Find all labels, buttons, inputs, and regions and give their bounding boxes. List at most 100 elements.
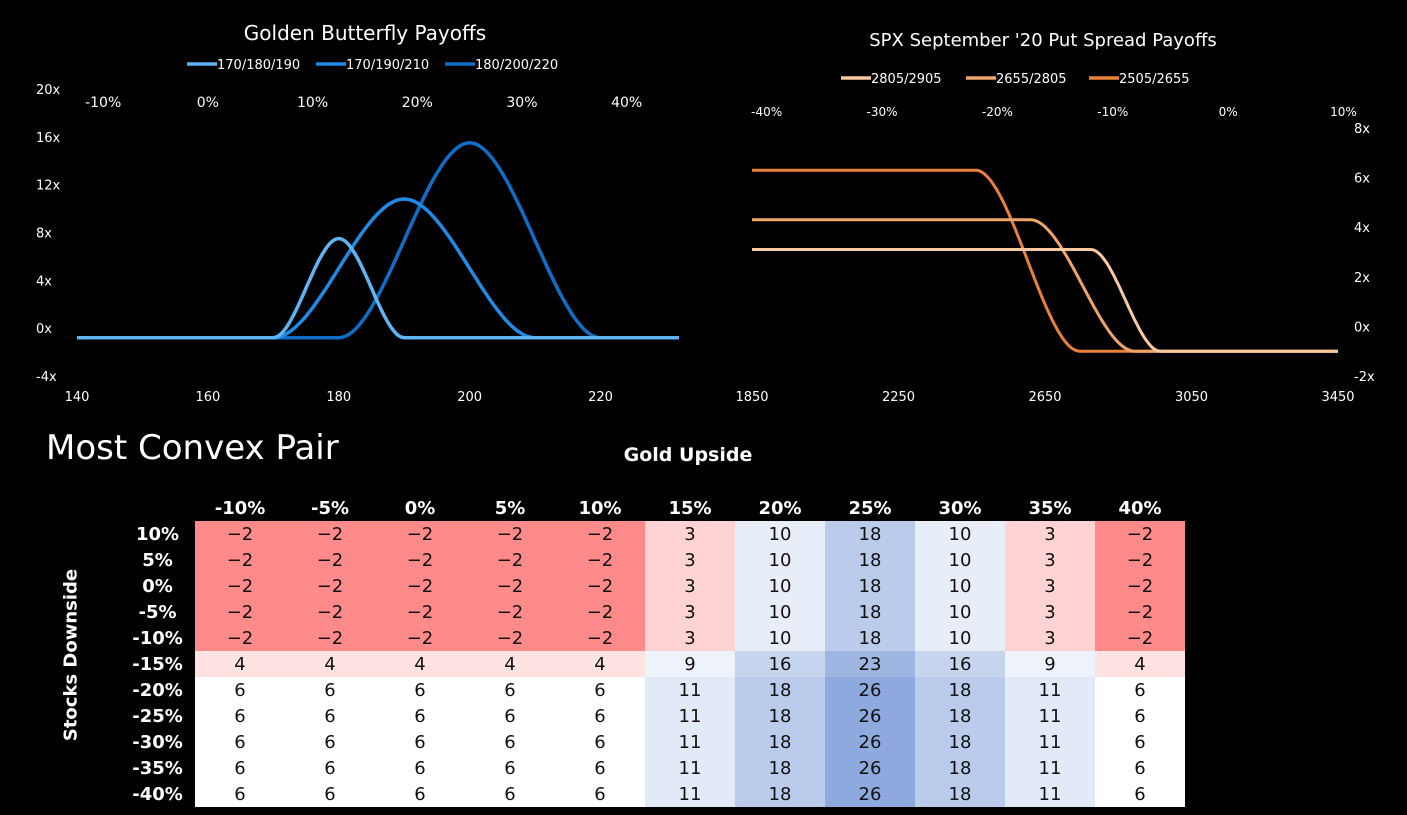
- heatmap-cell: −2: [555, 521, 645, 547]
- heatmap-cell: −2: [195, 547, 285, 573]
- series-line: [752, 248, 1338, 353]
- heatmap-cell: 11: [645, 677, 735, 703]
- top-tick-label: 20%: [402, 95, 433, 111]
- heatmap-cell: 11: [1005, 781, 1095, 807]
- top-tick-label: 10%: [1330, 105, 1357, 119]
- heatmap-cell: 11: [645, 755, 735, 781]
- heatmap-cell: −2: [195, 599, 285, 625]
- heatmap-column-header: 40%: [1118, 498, 1162, 519]
- heatmap-cell: 6: [195, 781, 285, 807]
- heatmap-cell: 26: [825, 677, 915, 703]
- heatmap-cell: 9: [645, 651, 735, 677]
- top-tick-label: 0%: [1219, 105, 1238, 119]
- heatmap-cell: 6: [555, 677, 645, 703]
- heatmap-cell: 6: [195, 677, 285, 703]
- heatmap-cell: 6: [195, 729, 285, 755]
- heatmap-cell: 6: [375, 781, 465, 807]
- heatmap-cell: 3: [1005, 521, 1095, 547]
- heatmap-cell: 6: [465, 781, 555, 807]
- y-tick-label: 12x: [36, 179, 61, 194]
- heatmap-row-header: -30%: [132, 731, 183, 753]
- heatmap-cell: 10: [915, 599, 1005, 625]
- heatmap-cell: 3: [645, 521, 735, 547]
- heatmap-cell: −2: [1095, 547, 1185, 573]
- spx-put-spread-chart: SPX September '20 Put Spread Payoffs 2805…: [735, 30, 1375, 405]
- heatmap-cell: 6: [375, 703, 465, 729]
- heatmap-cell: 18: [825, 521, 915, 547]
- heatmap-cell: −2: [555, 547, 645, 573]
- top-tick-label: -10%: [85, 95, 121, 111]
- heatmap-cell: 6: [285, 677, 375, 703]
- x-tick-label: 220: [588, 390, 613, 405]
- heatmap-cell: 23: [825, 651, 915, 677]
- heatmap-cell: 4: [1095, 651, 1185, 677]
- heatmap-cell: 11: [1005, 677, 1095, 703]
- heatmap-cell: 6: [555, 781, 645, 807]
- heatmap-row-header: 10%: [135, 523, 180, 545]
- heatmap-cell: 4: [195, 651, 285, 677]
- golden-butterfly-chart: Golden Butterfly Payoffs 170/180/190 170/1…: [36, 21, 679, 405]
- heatmap-row: -15% 4 4 4 4 4 9 16 23 16 9 4: [120, 651, 1185, 677]
- heatmap-row-header: -35%: [132, 757, 183, 779]
- heatmap-row-header: -5%: [138, 601, 177, 623]
- series-line: [77, 236, 679, 340]
- x-tick-label: 2650: [1028, 390, 1061, 405]
- heatmap-cell: −2: [195, 573, 285, 599]
- heatmap-row-axis-label: Stocks Downside: [60, 568, 82, 742]
- y-tick-label: 4x: [36, 274, 52, 289]
- heatmap-cell: 18: [735, 703, 825, 729]
- x-tick-label: 3050: [1175, 390, 1208, 405]
- heatmap-row-header: 5%: [142, 549, 173, 571]
- heatmap-cell: 16: [735, 651, 825, 677]
- heatmap-cell: 18: [825, 573, 915, 599]
- heatmap-cell: −2: [1095, 599, 1185, 625]
- heatmap-cell: 4: [375, 651, 465, 677]
- heatmap-cell: 11: [645, 703, 735, 729]
- chart-title: SPX September '20 Put Spread Payoffs: [869, 30, 1216, 51]
- series-line: [752, 168, 1338, 353]
- heatmap-column-header: -5%: [310, 498, 350, 519]
- heatmap-cell: 6: [285, 781, 375, 807]
- heatmap-cell: 10: [735, 547, 825, 573]
- heatmap-cell: −2: [285, 547, 375, 573]
- heatmap-cell: 10: [915, 625, 1005, 651]
- heatmap-cell: −2: [555, 625, 645, 651]
- heatmap-cell: 18: [825, 599, 915, 625]
- heatmap-cell: 6: [375, 729, 465, 755]
- x-tick-label: 140: [65, 390, 90, 405]
- heatmap-cell: 6: [285, 755, 375, 781]
- heatmap-column-axis-label: Gold Upside: [623, 444, 753, 466]
- heatmap-cell: −2: [375, 521, 465, 547]
- heatmap-row-header: -10%: [132, 627, 183, 649]
- heatmap-column-header: 30%: [938, 498, 982, 519]
- x-tick-label: 160: [195, 390, 220, 405]
- heatmap-cell: 6: [555, 703, 645, 729]
- series-line: [752, 218, 1338, 353]
- y-tick-label: 8x: [36, 227, 52, 242]
- y-tick-label: 2x: [1354, 271, 1370, 286]
- heatmap-cell: −2: [465, 573, 555, 599]
- heatmap-cell: −2: [285, 625, 375, 651]
- heatmap-cell: 6: [465, 729, 555, 755]
- heatmap-row-header: -15%: [132, 653, 183, 675]
- heatmap-cell: 6: [465, 703, 555, 729]
- heatmap-cell: −2: [465, 599, 555, 625]
- heatmap-cell: 6: [465, 677, 555, 703]
- heatmap-cell: 18: [915, 703, 1005, 729]
- y-tick-label: 4x: [1354, 221, 1370, 236]
- y-tick-label: 0x: [36, 322, 52, 337]
- heatmap-cell: −2: [555, 573, 645, 599]
- heatmap-cell: −2: [285, 599, 375, 625]
- heatmap-cell: 10: [735, 573, 825, 599]
- heatmap-row: -20% 6 6 6 6 6 11 18 26 18 11 6: [120, 677, 1185, 703]
- top-tick-label: -30%: [867, 105, 898, 119]
- heatmap-column-header: 10%: [578, 498, 622, 519]
- heatmap-cell: 26: [825, 781, 915, 807]
- heatmap-cell: 18: [735, 729, 825, 755]
- heatmap-row: -5% −2 −2 −2 −2 −2 3 10 18 10 3 −2: [120, 599, 1185, 625]
- heatmap-cell: −2: [375, 599, 465, 625]
- heatmap-row-header: -20%: [132, 679, 183, 701]
- heatmap-cell: 18: [915, 677, 1005, 703]
- heatmap-row: 5% −2 −2 −2 −2 −2 3 10 18 10 3 −2: [120, 547, 1185, 573]
- y-tick-label: -4x: [36, 370, 57, 385]
